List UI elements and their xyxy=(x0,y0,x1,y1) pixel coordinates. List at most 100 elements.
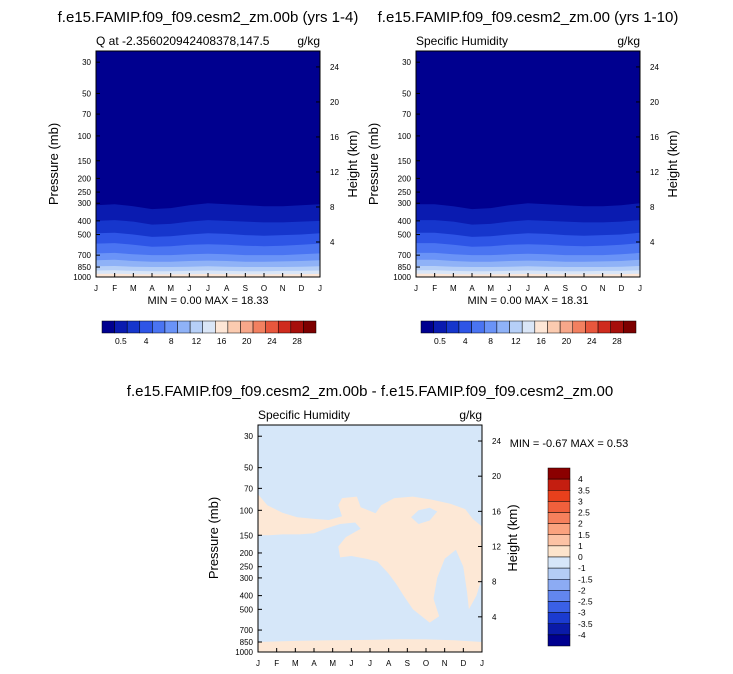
panel-3-variable-label: Specific Humidity xyxy=(258,408,350,422)
month-tick-label: F xyxy=(274,659,279,668)
colorbar-label: 20 xyxy=(242,336,252,346)
colorbar-label: -1.5 xyxy=(578,574,593,584)
pressure-tick-label: 400 xyxy=(240,592,254,601)
month-tick-label: J xyxy=(187,284,191,293)
month-tick-label: J xyxy=(256,659,260,668)
pressure-tick-label: 250 xyxy=(78,188,92,197)
colorbar-swatch xyxy=(227,320,241,334)
colorbar-swatch xyxy=(483,320,498,334)
colorbar-swatch xyxy=(290,320,304,334)
pressure-tick-label: 250 xyxy=(240,563,254,572)
colorbar-label: 16 xyxy=(536,336,546,346)
pressure-tick-label: 700 xyxy=(78,251,92,260)
colorbar-swatch xyxy=(547,490,571,502)
height-tick-label: 24 xyxy=(330,63,339,72)
pressure-tick-label: 500 xyxy=(78,231,92,240)
colorbar-swatch xyxy=(547,634,571,647)
height-tick-label: 16 xyxy=(492,507,501,516)
panel-2: f.e15.FAMIP.f09_f09.cesm2_zm.00 (yrs 1-1… xyxy=(366,9,680,346)
colorbar-label: 0.5 xyxy=(434,336,446,346)
colorbar-swatch xyxy=(471,320,485,334)
colorbar-swatch xyxy=(534,320,548,334)
height-tick-label: 24 xyxy=(650,63,659,72)
colorbar-label: -2 xyxy=(578,585,586,595)
colorbar-label: -3 xyxy=(578,608,586,618)
pressure-tick-label: 100 xyxy=(398,132,412,141)
pressure-tick-label: 1000 xyxy=(393,273,411,282)
height-tick-label: 4 xyxy=(650,238,655,247)
month-tick-label: J xyxy=(526,284,530,293)
pressure-tick-label: 400 xyxy=(398,217,412,226)
pressure-tick-label: 70 xyxy=(82,110,91,119)
panel-3-units-label: g/kg xyxy=(459,408,482,422)
pressure-tick-label: 500 xyxy=(398,231,412,240)
pressure-tick-label: 1000 xyxy=(73,273,91,282)
height-tick-label: 12 xyxy=(492,543,501,552)
panel-1-units-label: g/kg xyxy=(297,34,320,48)
month-tick-label: J xyxy=(206,284,210,293)
colorbar-swatch xyxy=(572,320,586,334)
month-tick-label: J xyxy=(507,284,511,293)
panel-2-height-axis: 24 20 16 12 8 4 xyxy=(636,63,659,247)
pressure-tick-label: 100 xyxy=(240,506,254,515)
colorbar-label: 2 xyxy=(578,519,583,529)
panel-2-ylabel-right: Height (km) xyxy=(665,130,680,197)
colorbar-swatch xyxy=(547,501,571,513)
colorbar-swatch xyxy=(559,320,574,334)
pressure-tick-label: 200 xyxy=(240,549,254,558)
month-tick-label: S xyxy=(563,284,568,293)
pressure-tick-label: 700 xyxy=(398,251,412,260)
colorbar-swatch xyxy=(547,534,571,547)
month-tick-label: A xyxy=(311,659,317,668)
colorbar-label: -3.5 xyxy=(578,619,593,629)
pressure-tick-label: 700 xyxy=(240,626,254,635)
panel-3-colorbar: 43.53 2.521.510-1-1.5-2 -2.5-3-3.5-4 xyxy=(547,467,593,647)
colorbar-swatch xyxy=(509,320,523,334)
colorbar-label: 2.5 xyxy=(578,508,590,518)
month-tick-label: D xyxy=(460,659,466,668)
colorbar-swatch xyxy=(114,320,128,334)
panel-3-field xyxy=(258,425,482,652)
colorbar-swatch xyxy=(139,320,153,334)
colorbar-label: 8 xyxy=(169,336,174,346)
month-tick-label: A xyxy=(386,659,392,668)
colorbar-label: 28 xyxy=(292,336,302,346)
panel-1-title: f.e15.FAMIP.f09_f09.cesm2_zm.00b (yrs 1-… xyxy=(58,9,359,26)
colorbar-swatch xyxy=(189,320,203,334)
month-tick-label: N xyxy=(442,659,448,668)
month-tick-label: M xyxy=(329,659,336,668)
month-tick-label: M xyxy=(450,284,457,293)
colorbar-swatch xyxy=(623,320,637,334)
pressure-tick-label: 50 xyxy=(82,89,91,98)
pressure-tick-label: 200 xyxy=(78,174,92,183)
colorbar-label: 24 xyxy=(587,336,597,346)
colorbar-swatch xyxy=(277,320,292,334)
colorbar-swatch xyxy=(547,512,571,524)
panel-3-ylabel-right: Height (km) xyxy=(505,504,520,571)
colorbar-swatch xyxy=(547,320,561,334)
panel-2-colorbar: 0.5 4 8 12 16 20 24 28 xyxy=(420,320,637,346)
colorbar-swatch xyxy=(215,320,229,334)
colorbar-swatch xyxy=(547,545,571,558)
colorbar-label: 4 xyxy=(463,336,468,346)
pressure-tick-label: 50 xyxy=(244,464,253,473)
pressure-tick-label: 70 xyxy=(402,110,411,119)
month-tick-label: J xyxy=(94,284,98,293)
month-tick-label: J xyxy=(480,659,484,668)
panel-2-title: f.e15.FAMIP.f09_f09.cesm2_zm.00 (yrs 1-1… xyxy=(378,9,679,26)
panel-2-units-label: g/kg xyxy=(617,34,640,48)
colorbar-swatch xyxy=(610,320,624,334)
diff-field-negative-pocket xyxy=(411,507,438,524)
height-tick-label: 4 xyxy=(492,613,497,622)
pressure-tick-label: 300 xyxy=(78,199,92,208)
colorbar-label: 12 xyxy=(192,336,202,346)
colorbar-swatch xyxy=(496,320,510,334)
panel-2-stats: MIN = 0.00 MAX = 18.31 xyxy=(467,295,588,307)
height-tick-label: 16 xyxy=(330,133,339,142)
colorbar-swatch xyxy=(202,320,216,334)
colorbar-swatch xyxy=(420,320,434,334)
